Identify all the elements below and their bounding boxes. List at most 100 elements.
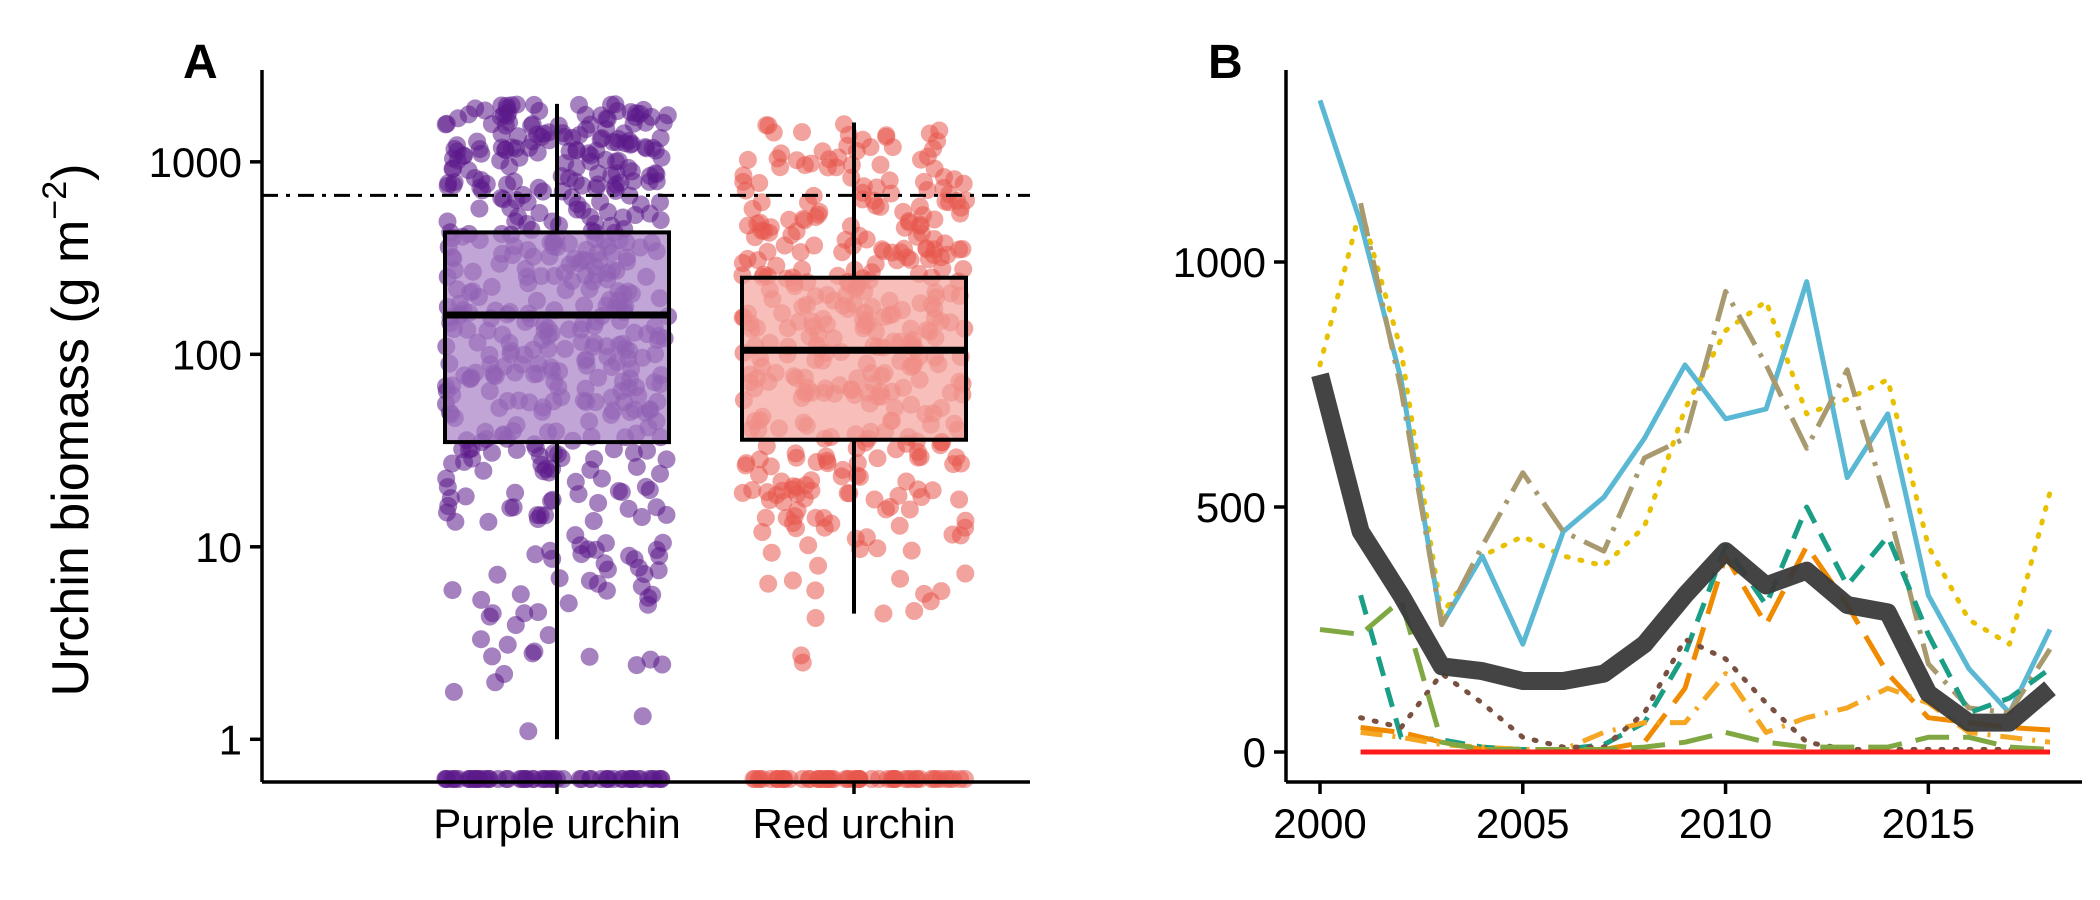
- data-point: [474, 461, 493, 480]
- panel-a-box-plot: A Urchin biomass (g m−2) Purple urchin Re…: [36, 36, 1030, 847]
- data-point: [774, 493, 793, 511]
- data-point: [483, 647, 502, 666]
- data-point: [944, 455, 963, 474]
- data-point: [480, 607, 499, 626]
- data-point: [496, 116, 515, 135]
- data-point: [468, 132, 487, 151]
- data-point: [463, 449, 482, 468]
- series-line: [1317, 205, 2053, 647]
- data-point: [787, 222, 806, 241]
- data-point: [835, 115, 853, 134]
- data-point: [832, 467, 851, 486]
- data-point: [443, 581, 462, 600]
- data-point: [530, 204, 549, 222]
- data-point: [517, 215, 536, 233]
- data-point: [626, 108, 645, 127]
- zero-point: [911, 770, 929, 788]
- data-point: [658, 106, 677, 125]
- data-point: [653, 655, 672, 674]
- data-point: [619, 499, 638, 518]
- y-tick-label: 1: [219, 716, 242, 763]
- zero-point: [746, 770, 764, 788]
- data-point: [750, 174, 769, 192]
- data-point: [541, 541, 559, 560]
- data-point: [581, 460, 600, 479]
- data-point: [604, 133, 623, 151]
- data-point: [956, 564, 975, 583]
- data-point: [520, 138, 539, 157]
- zero-point: [644, 770, 663, 788]
- data-point: [529, 178, 548, 197]
- data-point: [793, 123, 811, 142]
- data-point: [627, 656, 646, 675]
- x-tick-label: Purple urchin: [433, 800, 680, 847]
- data-point: [734, 166, 753, 185]
- data-point: [446, 512, 465, 531]
- data-point: [954, 174, 973, 193]
- data-point: [933, 259, 952, 278]
- data-point: [902, 541, 921, 560]
- data-point: [838, 136, 857, 155]
- data-point: [842, 156, 861, 174]
- data-point: [604, 440, 623, 459]
- data-point: [915, 584, 934, 603]
- data-point: [519, 722, 538, 741]
- data-point: [581, 208, 600, 226]
- data-point: [905, 602, 924, 620]
- data-point: [868, 449, 887, 468]
- data-point: [476, 101, 494, 120]
- data-point: [757, 116, 776, 135]
- data-point: [783, 571, 802, 590]
- data-point: [633, 707, 652, 726]
- data-point: [581, 152, 600, 171]
- x-tick-label: 2010: [1679, 800, 1772, 847]
- data-point: [767, 256, 786, 275]
- data-point: [566, 526, 585, 545]
- data-point: [871, 197, 890, 216]
- data-point: [805, 236, 824, 255]
- data-point: [472, 590, 491, 609]
- y-axis-title-close: ): [42, 164, 100, 181]
- data-point: [759, 574, 778, 593]
- panel-a-y-axis-title: Urchin biomass (g m−2): [36, 164, 100, 697]
- data-point: [632, 508, 651, 526]
- zero-point: [940, 770, 959, 788]
- data-point: [501, 498, 520, 517]
- data-point: [523, 644, 542, 663]
- data-point: [622, 162, 641, 181]
- data-point: [900, 500, 919, 519]
- data-point: [555, 127, 574, 146]
- panel-a-axes: Purple urchin Red urchin 1 10 100 1000: [149, 70, 1030, 847]
- data-point: [444, 176, 463, 195]
- data-point: [470, 199, 489, 218]
- data-point: [636, 138, 655, 157]
- zero-point: [523, 770, 542, 788]
- data-point: [950, 490, 969, 509]
- data-point: [606, 95, 625, 114]
- data-point: [951, 204, 970, 223]
- data-point: [488, 565, 507, 584]
- data-point: [443, 454, 462, 473]
- data-point: [511, 585, 530, 604]
- data-point: [733, 483, 752, 502]
- zero-point: [599, 770, 618, 788]
- zero-point: [480, 770, 499, 788]
- series-line: [1360, 543, 2051, 755]
- data-point: [750, 450, 769, 469]
- data-point: [786, 444, 805, 463]
- data-point: [536, 506, 555, 525]
- data-point: [439, 497, 458, 515]
- data-point: [901, 250, 920, 269]
- series-line: [1311, 372, 2056, 732]
- series-line: [1358, 504, 2052, 752]
- data-point: [743, 199, 762, 218]
- data-point: [890, 516, 909, 535]
- data-point: [857, 230, 876, 249]
- data-point: [606, 175, 625, 194]
- data-point: [818, 454, 837, 473]
- data-point: [472, 630, 490, 649]
- data-point: [597, 581, 616, 600]
- data-point: [598, 110, 617, 129]
- data-point: [505, 172, 523, 191]
- data-point: [526, 545, 545, 564]
